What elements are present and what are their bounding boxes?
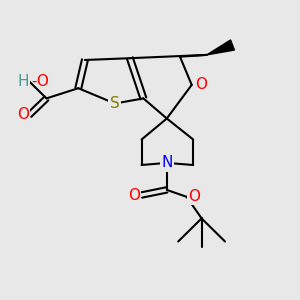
Text: O: O xyxy=(17,107,29,122)
Text: O: O xyxy=(128,188,140,202)
Text: O: O xyxy=(195,77,207,92)
Text: S: S xyxy=(110,96,120,111)
Text: O: O xyxy=(188,189,200,204)
Text: -O: -O xyxy=(31,74,49,89)
Text: N: N xyxy=(161,155,172,170)
Polygon shape xyxy=(207,40,234,55)
Text: H: H xyxy=(18,74,29,89)
